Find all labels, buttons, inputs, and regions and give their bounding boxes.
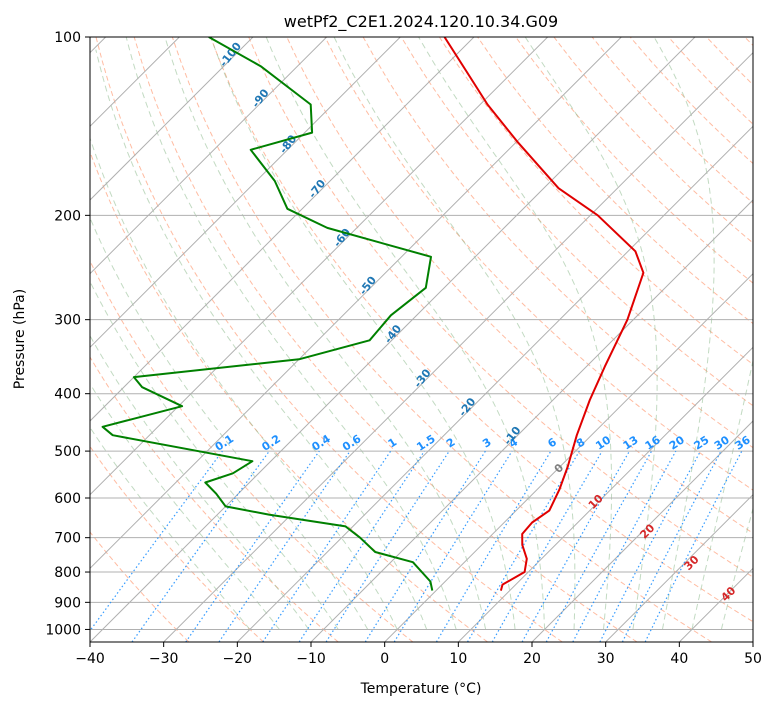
dry-adiabat-line (90, 150, 488, 642)
moist-adiabat-line (90, 280, 339, 630)
moist-adiabat-line (210, 37, 516, 630)
mixing-ratio-line (572, 450, 677, 642)
y-tick-label: 900 (54, 595, 81, 611)
mixing-ratio-line (131, 450, 270, 642)
mixing-ratio-line (521, 450, 631, 642)
x-tick-label: −10 (296, 651, 326, 667)
isotherm-grid (90, 37, 753, 642)
y-tick-label: 800 (54, 565, 81, 581)
dry-adiabat-line (90, 531, 190, 642)
isotherm-line (457, 346, 753, 642)
moist-adiabat-line (418, 37, 613, 630)
isotherm-line (236, 125, 753, 642)
moist-adiabat-line (95, 49, 428, 630)
isotherm-line (163, 51, 753, 642)
x-tick-label: −30 (149, 651, 179, 667)
temperature-profile (443, 37, 645, 591)
y-tick-label: 1000 (45, 622, 81, 638)
dry-adiabat-line (90, 356, 339, 642)
x-tick-label: −40 (75, 651, 105, 667)
dry-adiabat-line (171, 37, 712, 642)
axes-frame (89, 36, 754, 643)
moist-adiabat-line (90, 334, 310, 630)
x-tick-label: 10 (449, 651, 467, 667)
moist-adiabat-line (164, 37, 487, 630)
moist-adiabat-line (90, 216, 369, 630)
isotherm-line (310, 199, 753, 642)
isotherm-line (90, 37, 328, 275)
dry-adiabat-line (400, 37, 753, 407)
chart-title: wetPf2_C2E1.2024.120.10.34.G09 (284, 12, 558, 32)
mixing-ratio-line (185, 450, 320, 642)
y-axis-label: Pressure (hPa) (12, 289, 28, 389)
mixing-ratio-line (262, 450, 392, 642)
y-tick-label: 300 (54, 313, 81, 329)
moist-adiabat-line (125, 37, 457, 630)
isotherm-line (90, 37, 696, 642)
isotherm-line (384, 272, 753, 642)
dry-adiabat-line (438, 37, 753, 366)
mixing-ratio-line (325, 450, 450, 642)
dry-adiabat-line (248, 37, 753, 578)
moist-adiabat-line (90, 136, 398, 630)
isotherm-line (90, 37, 622, 570)
dry-adiabat-line (324, 37, 753, 491)
mixing-ratio-line (545, 450, 653, 642)
dry-adiabat-line (133, 37, 638, 642)
x-axis-ticks: −40 −30 −20 −10 0 10 20 30 40 50 (75, 642, 762, 667)
moist-adiabat-line (653, 37, 715, 630)
x-tick-label: 30 (597, 651, 615, 667)
isobar-grid (90, 37, 753, 630)
x-tick-label: 50 (744, 651, 762, 667)
isotherm-line (605, 493, 753, 642)
x-tick-label: −20 (223, 651, 253, 667)
mixing-ratio-line (644, 450, 743, 642)
x-tick-label: 0 (380, 651, 389, 667)
dry-adiabat-line (90, 445, 264, 642)
mixing-ratio-line (218, 450, 351, 642)
mixing-ratio-line (393, 450, 513, 642)
sounding-profiles (101, 37, 645, 591)
moist-adiabat-line (265, 37, 546, 630)
x-tick-label: 40 (670, 651, 688, 667)
moist-adiabat-line (90, 382, 280, 630)
y-tick-label: 600 (54, 491, 81, 507)
isotherm-line (90, 37, 549, 496)
dewpoint-profile (101, 37, 434, 591)
moist-adiabat-line (720, 506, 753, 630)
isotherm-line (90, 37, 254, 201)
moist-adiabat-line (90, 426, 251, 630)
y-tick-label: 400 (54, 387, 81, 403)
x-tick-label: 20 (523, 651, 541, 667)
x-axis-label: Temperature (°C) (360, 681, 482, 697)
mixing-ratio-line (298, 450, 425, 642)
moist-adiabat-line (524, 37, 658, 630)
y-tick-label: 500 (54, 444, 81, 460)
y-tick-label: 200 (54, 208, 81, 224)
y-axis-ticks: 100 200 300 400 500 600 700 800 900 1000 (45, 30, 90, 638)
dry-adiabat-line (95, 37, 563, 642)
y-tick-label: 100 (54, 30, 81, 46)
moist-adiabat-line (691, 358, 753, 630)
isotherm-line (90, 37, 401, 349)
y-tick-label: 700 (54, 531, 81, 547)
mixing-ratio-lines (90, 450, 743, 642)
isotherm-line (531, 420, 753, 642)
dry-adiabat-line (515, 37, 753, 284)
mixing-ratio-line (90, 450, 223, 632)
isotherm-line (90, 37, 475, 422)
